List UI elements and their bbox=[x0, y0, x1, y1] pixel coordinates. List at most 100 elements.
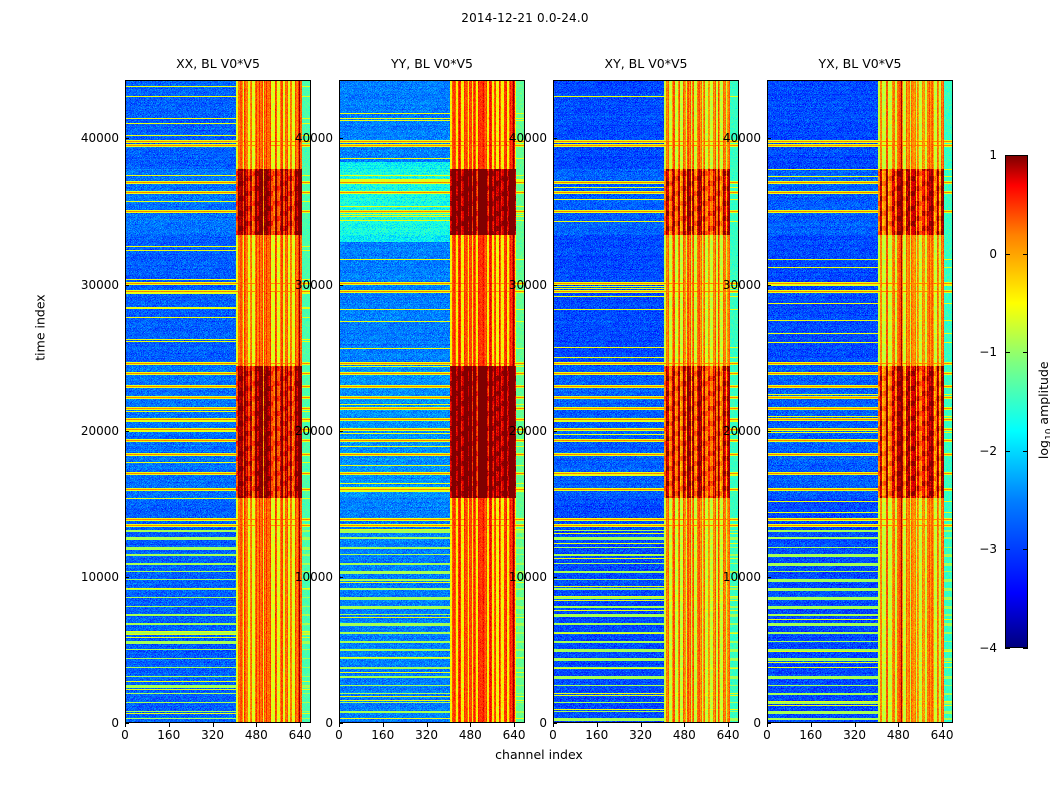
x-tick-label: 160 bbox=[371, 728, 395, 742]
x-tick-label: 160 bbox=[799, 728, 823, 742]
colorbar-tick-label: 0 bbox=[989, 246, 997, 261]
x-tickmark bbox=[596, 723, 598, 727]
y-tick-label: 30000 bbox=[80, 277, 119, 292]
x-tickmark bbox=[728, 723, 730, 727]
y-tickmark bbox=[339, 138, 343, 140]
colorbar-tickmark bbox=[1005, 450, 1010, 452]
y-tickmark bbox=[553, 576, 557, 578]
x-tick-label: 320 bbox=[629, 728, 652, 742]
x-tickmark bbox=[514, 723, 516, 727]
heatmap-canvas-yx bbox=[768, 81, 952, 722]
y-tickmark bbox=[339, 723, 343, 724]
y-tickmark bbox=[767, 723, 771, 724]
x-tick-label: 640 bbox=[930, 728, 954, 742]
panel-title-xx: XX, BL V0*V5 bbox=[176, 56, 260, 71]
y-tickmark bbox=[553, 138, 557, 140]
x-tick-label: 0 bbox=[549, 728, 557, 742]
y-tickmark bbox=[339, 576, 343, 578]
colorbar-tickmark bbox=[1023, 253, 1028, 255]
x-tickmark bbox=[300, 723, 302, 727]
y-tick-label: 40000 bbox=[80, 131, 119, 146]
y-tickmark bbox=[553, 284, 557, 286]
y-tick-label: 20000 bbox=[294, 423, 333, 438]
y-tick-label: 40000 bbox=[294, 131, 333, 146]
x-tick-label: 160 bbox=[585, 728, 609, 742]
x-tick-label: 480 bbox=[458, 728, 482, 742]
colorbar-label-suffix: amplitude bbox=[1035, 361, 1050, 429]
x-tickmark bbox=[125, 723, 126, 727]
heatmap-canvas-yy bbox=[340, 81, 524, 722]
y-tick-label: 10000 bbox=[80, 569, 119, 584]
colorbar[interactable] bbox=[1005, 155, 1028, 648]
y-tickmark bbox=[767, 138, 771, 140]
y-tickmark bbox=[553, 430, 557, 432]
y-tick-label: 0 bbox=[111, 716, 119, 730]
x-tick-label: 320 bbox=[415, 728, 438, 742]
colorbar-tick-label: −3 bbox=[979, 542, 997, 557]
y-tick-label: 20000 bbox=[722, 423, 761, 438]
y-tickmark bbox=[339, 284, 343, 286]
x-tickmark bbox=[382, 723, 384, 727]
y-tickmark bbox=[553, 723, 557, 724]
x-tickmark bbox=[640, 723, 642, 727]
y-tickmark bbox=[125, 284, 129, 286]
x-tickmark bbox=[339, 723, 340, 727]
colorbar-tick-label: −1 bbox=[979, 345, 997, 360]
heatmap-panel-yy[interactable] bbox=[339, 80, 525, 723]
x-tick-label: 640 bbox=[716, 728, 740, 742]
heatmap-panel-xy[interactable] bbox=[553, 80, 739, 723]
x-tick-label: 480 bbox=[244, 728, 268, 742]
y-tickmark bbox=[125, 576, 129, 578]
y-tickmark bbox=[767, 576, 771, 578]
heatmap-panel-xx[interactable] bbox=[125, 80, 311, 723]
x-tickmark bbox=[810, 723, 812, 727]
x-tickmark bbox=[684, 723, 686, 727]
x-tick-label: 0 bbox=[335, 728, 343, 742]
colorbar-tickmark bbox=[1023, 352, 1028, 354]
y-tickmark bbox=[767, 284, 771, 286]
y-tick-label: 40000 bbox=[722, 131, 761, 146]
x-tick-label: 480 bbox=[672, 728, 696, 742]
y-tick-label: 10000 bbox=[722, 569, 761, 584]
y-tick-label: 20000 bbox=[508, 423, 547, 438]
y-tick-label: 0 bbox=[539, 716, 547, 730]
x-tickmark bbox=[470, 723, 472, 727]
heatmap-panel-yx[interactable] bbox=[767, 80, 953, 723]
colorbar-tickmark bbox=[1023, 155, 1028, 156]
panel-title-xy: XY, BL V0*V5 bbox=[604, 56, 688, 71]
colorbar-tickmark bbox=[1005, 352, 1010, 354]
x-tick-label: 320 bbox=[843, 728, 866, 742]
colorbar-label-text: log bbox=[1035, 440, 1050, 460]
y-axis-label: time index bbox=[32, 294, 48, 361]
x-tickmark bbox=[854, 723, 856, 727]
colorbar-label-subscript: 10 bbox=[1044, 428, 1050, 441]
colorbar-tick-label: 1 bbox=[989, 148, 997, 162]
x-tickmark bbox=[898, 723, 900, 727]
x-tickmark bbox=[212, 723, 214, 727]
x-tick-label: 0 bbox=[763, 728, 771, 742]
x-tickmark bbox=[426, 723, 428, 727]
y-tickmark bbox=[125, 723, 129, 724]
x-tick-label: 320 bbox=[201, 728, 224, 742]
x-tick-label: 640 bbox=[288, 728, 312, 742]
colorbar-tickmark bbox=[1023, 549, 1028, 551]
y-tick-label: 30000 bbox=[508, 277, 547, 292]
y-tick-label: 10000 bbox=[508, 569, 547, 584]
y-tickmark bbox=[767, 430, 771, 432]
x-tick-label: 0 bbox=[121, 728, 129, 742]
y-tick-label: 30000 bbox=[722, 277, 761, 292]
colorbar-tickmark bbox=[1005, 648, 1010, 649]
y-tick-label: 20000 bbox=[80, 423, 119, 438]
panel-title-yy: YY, BL V0*V5 bbox=[391, 56, 473, 71]
x-tick-label: 480 bbox=[886, 728, 910, 742]
colorbar-tickmark bbox=[1023, 648, 1028, 649]
y-tickmark bbox=[125, 138, 129, 140]
y-tickmark bbox=[125, 430, 129, 432]
x-axis-label: channel index bbox=[495, 747, 583, 762]
y-tickmark bbox=[339, 430, 343, 432]
colorbar-tickmark bbox=[1023, 450, 1028, 452]
figure-title: 2014-12-21 0.0-24.0 bbox=[461, 11, 589, 25]
colorbar-tick-label: −4 bbox=[979, 641, 997, 655]
y-tick-label: 40000 bbox=[508, 131, 547, 146]
x-tick-label: 160 bbox=[157, 728, 181, 742]
